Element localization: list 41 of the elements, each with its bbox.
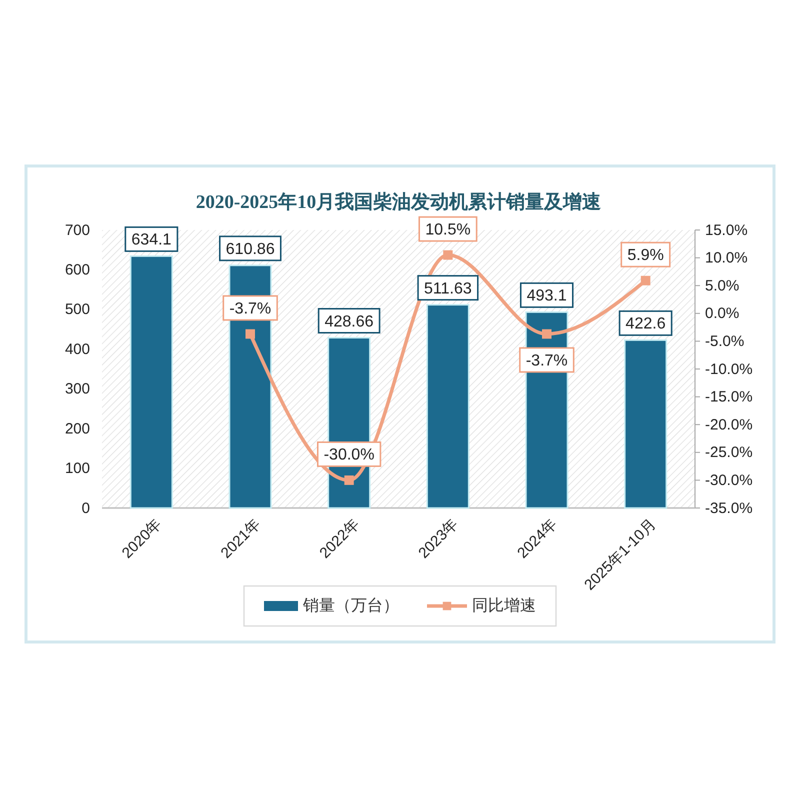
point — [344, 475, 354, 485]
data-label: 634.1 — [131, 232, 172, 249]
y2-tick-label: -20.0% — [705, 416, 753, 434]
legend-label: 销量（万台） — [302, 596, 399, 614]
point — [443, 250, 453, 260]
y2-tick-label: -25.0% — [705, 444, 753, 462]
data-label: 493.1 — [526, 288, 567, 305]
data-label: -3.7% — [526, 352, 568, 370]
y2-tick-label: 10.0% — [705, 250, 748, 267]
data-label: -30.0% — [324, 446, 374, 464]
y-tick-label: 200 — [64, 420, 90, 438]
y2-tick-label: -10.0% — [705, 360, 753, 378]
data-label: -3.7% — [229, 300, 272, 318]
bar — [624, 339, 668, 509]
bar — [426, 304, 470, 509]
y2-tick-label: 15.0% — [705, 222, 748, 239]
y-tick-label: 0 — [82, 500, 90, 517]
y2-tick-label: 5.0% — [705, 277, 740, 294]
y-tick-label: 500 — [64, 301, 90, 318]
y2-tick-label: -35.0% — [705, 500, 753, 517]
data-label: 422.6 — [626, 316, 666, 333]
data-label: 511.63 — [424, 280, 472, 298]
y-tick-label: 300 — [64, 380, 90, 398]
data-label: 428.66 — [324, 313, 374, 330]
y-tick-label: 400 — [64, 340, 90, 358]
bar — [130, 255, 173, 509]
point — [542, 329, 552, 339]
point — [246, 329, 255, 339]
y-tick-label: 600 — [64, 262, 90, 279]
legend-label: 同比增速 — [472, 596, 536, 614]
y2-tick-label: 0.0% — [705, 305, 740, 322]
y-tick-label: 700 — [64, 222, 90, 239]
y2-tick-label: -30.0% — [705, 472, 753, 489]
chart-title: 2020-2025年10月我国柴油发动机累计销量及增速 — [196, 191, 602, 213]
data-label: 5.9% — [627, 247, 664, 264]
y2-tick-label: -15.0% — [705, 388, 753, 406]
data-label: 610.86 — [226, 240, 275, 258]
y2-tick-label: -5.0% — [705, 333, 744, 350]
point — [640, 276, 650, 286]
y-tick-label: 100 — [64, 460, 90, 478]
data-label: 10.5% — [425, 222, 471, 239]
